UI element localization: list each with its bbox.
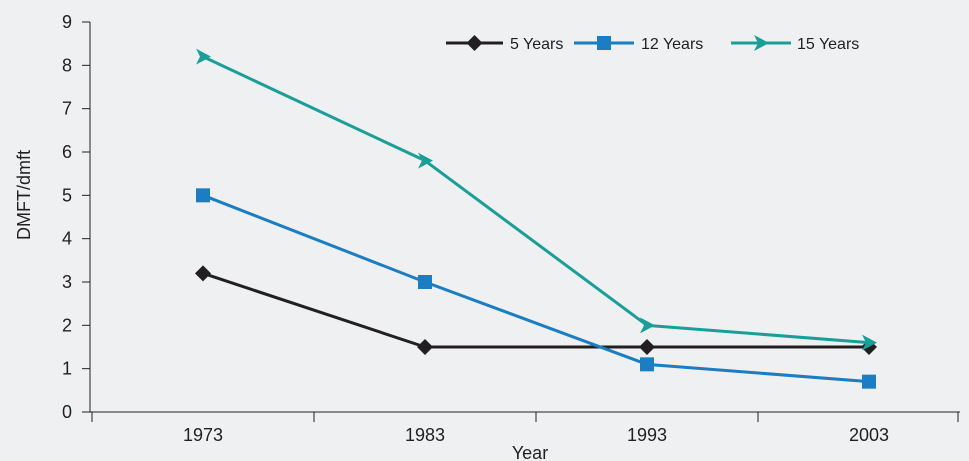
series-layer <box>195 48 877 389</box>
y-tick-label: 8 <box>62 55 72 75</box>
series-line-12-years <box>202 193 870 384</box>
legend-item-5-years: 5 Years <box>446 35 563 53</box>
y-axis-title: DMFT/dmft <box>14 150 34 240</box>
y-tick-label: 7 <box>62 99 72 119</box>
series-line-15-years <box>202 55 870 345</box>
legend-marker <box>597 36 611 50</box>
data-point-12-years <box>418 275 432 289</box>
y-tick-label: 5 <box>62 185 72 205</box>
y-tick-label: 9 <box>62 12 72 32</box>
data-point-12-years <box>862 374 876 389</box>
y-tick-label: 6 <box>62 142 72 162</box>
legend-item-15-years: 15 Years <box>731 35 859 53</box>
legend-item-12-years: 12 Years <box>574 36 703 53</box>
legend-marker <box>466 35 483 51</box>
x-tick-label: 1993 <box>627 425 667 445</box>
data-point-5-years <box>417 339 433 355</box>
data-point-15-years <box>862 334 877 351</box>
series-5-years <box>195 265 877 355</box>
series-15-years <box>196 48 877 351</box>
y-tick-label: 2 <box>62 315 72 335</box>
y-tick-label: 3 <box>62 272 72 292</box>
data-point-15-years <box>640 317 655 334</box>
data-point-12-years <box>196 188 210 203</box>
legend-marker <box>754 35 769 51</box>
y-tick-label: 1 <box>62 359 72 379</box>
legend-label: 12 Years <box>641 36 703 53</box>
x-axis-title: Year <box>512 443 548 461</box>
y-tick-label: 4 <box>62 229 72 249</box>
data-point-15-years <box>196 48 211 65</box>
x-tick-label: 1983 <box>405 425 445 445</box>
axes: 0 1 2 3 4 5 6 7 8 9 1973 1983 1993 2003 <box>62 12 960 445</box>
series-12-years <box>196 188 876 389</box>
data-point-5-years <box>195 265 211 282</box>
legend-label: 15 Years <box>797 36 859 53</box>
x-tick-label: 2003 <box>849 425 889 445</box>
series-line-5-years <box>202 271 869 349</box>
x-tick-label: 1973 <box>183 425 223 445</box>
legend: 5 Years 12 Years 15 Years <box>446 35 859 53</box>
data-point-5-years <box>639 339 655 355</box>
data-point-12-years <box>640 357 654 372</box>
y-tick-label: 0 <box>62 402 72 422</box>
legend-label: 5 Years <box>510 36 563 53</box>
data-point-15-years <box>418 152 433 169</box>
